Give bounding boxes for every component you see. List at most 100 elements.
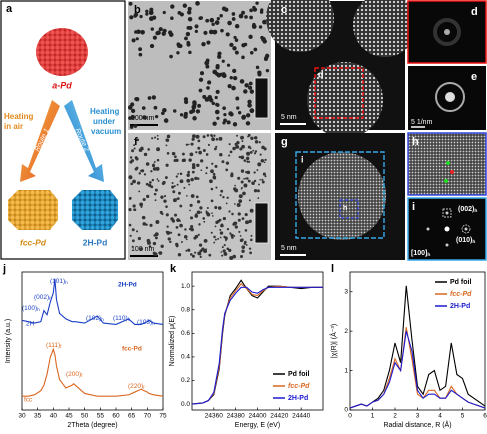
scale-label: 5 nm bbox=[281, 245, 297, 252]
selection-box bbox=[295, 151, 385, 239]
annotation: (200)f bbox=[66, 371, 83, 378]
nanoparticle bbox=[156, 147, 161, 152]
panel-label: f bbox=[134, 136, 138, 148]
nanoparticle bbox=[133, 208, 137, 212]
nanoparticle bbox=[191, 170, 195, 174]
nanoparticle bbox=[177, 173, 179, 175]
nanoparticle bbox=[231, 212, 234, 216]
nanoparticle bbox=[182, 152, 185, 156]
x-axis-label: 2Theta (degree) bbox=[67, 422, 117, 429]
nanoparticle bbox=[210, 133, 213, 137]
nanoparticle bbox=[207, 80, 212, 85]
nanoparticle bbox=[218, 136, 223, 141]
fft-spot bbox=[444, 29, 450, 35]
y-tick-label: 3 bbox=[344, 288, 348, 295]
nanoparticle bbox=[184, 36, 188, 41]
panel-label: h bbox=[412, 136, 419, 148]
x-tick-label: 65 bbox=[128, 413, 136, 420]
nanoparticle bbox=[211, 101, 216, 106]
nanoparticle bbox=[257, 162, 262, 167]
nanoparticle bbox=[162, 10, 166, 15]
nanoparticle bbox=[256, 169, 259, 171]
fft-spot bbox=[445, 243, 449, 247]
nanoparticle bbox=[177, 253, 182, 257]
nanoparticle bbox=[188, 158, 192, 162]
nanoparticle bbox=[142, 115, 147, 120]
particle bbox=[353, 0, 417, 57]
nanoparticle bbox=[215, 63, 220, 69]
nanoparticle bbox=[165, 230, 168, 233]
x-tick-label: 24440 bbox=[292, 413, 310, 420]
nanoparticle bbox=[148, 181, 152, 184]
nanoparticle bbox=[241, 114, 247, 120]
nanoparticle bbox=[219, 231, 224, 235]
nanoparticle bbox=[175, 175, 178, 178]
nanoparticle bbox=[241, 249, 245, 253]
x-tick-label: 50 bbox=[81, 413, 89, 420]
nanoparticle bbox=[179, 179, 184, 184]
nanoparticle bbox=[252, 182, 255, 185]
nanoparticle bbox=[225, 168, 229, 172]
nanoparticle bbox=[258, 183, 260, 186]
nanoparticle bbox=[247, 179, 251, 183]
nanoparticle bbox=[215, 220, 219, 224]
nanoparticle bbox=[139, 202, 144, 207]
nanoparticle bbox=[243, 183, 248, 188]
nanoparticle bbox=[191, 104, 197, 110]
nanoparticle bbox=[195, 195, 199, 199]
nanoparticle bbox=[147, 148, 150, 151]
nanoparticle bbox=[243, 159, 247, 162]
product-label: 2H-Pd bbox=[83, 237, 108, 247]
nanoparticle bbox=[154, 188, 158, 192]
nanoparticle bbox=[239, 147, 243, 151]
nanoparticle bbox=[198, 223, 201, 226]
nanoparticle bbox=[210, 187, 214, 191]
nanoparticle bbox=[154, 199, 157, 202]
nanoparticle bbox=[245, 113, 251, 118]
nanoparticle bbox=[138, 172, 142, 175]
nanoparticle bbox=[156, 178, 159, 180]
nanoparticle bbox=[176, 197, 179, 200]
nanoparticle bbox=[148, 10, 154, 16]
nanoparticle bbox=[205, 64, 210, 69]
nanoparticle bbox=[212, 29, 218, 35]
nanoparticle bbox=[254, 150, 258, 153]
nanoparticle bbox=[247, 102, 252, 107]
nanoparticle bbox=[170, 217, 174, 221]
inset-label: d bbox=[318, 69, 324, 79]
nanoparticle bbox=[264, 158, 267, 161]
particle bbox=[266, 0, 334, 52]
nanoparticle bbox=[234, 38, 239, 42]
nanoparticle bbox=[249, 251, 252, 255]
nanoparticle bbox=[174, 155, 177, 159]
nanoparticle bbox=[155, 220, 160, 224]
nanoparticle bbox=[159, 210, 163, 214]
nanoparticle bbox=[171, 151, 176, 156]
panel-label: l bbox=[331, 263, 334, 275]
nanoparticle bbox=[227, 20, 232, 26]
nanoparticle bbox=[200, 211, 203, 214]
nanoparticle bbox=[244, 15, 248, 19]
nanoparticle bbox=[143, 152, 148, 157]
nanoparticle bbox=[222, 249, 226, 253]
nanoparticle bbox=[190, 142, 194, 146]
nanoparticle bbox=[234, 225, 238, 229]
nanoparticle bbox=[264, 175, 267, 178]
panel-label: j bbox=[2, 263, 6, 275]
nanoparticle bbox=[136, 138, 140, 142]
nanoparticle bbox=[229, 256, 234, 260]
nanoparticle bbox=[258, 25, 263, 29]
nanoparticle bbox=[246, 151, 251, 156]
nanoparticle bbox=[194, 214, 199, 218]
nanoparticle bbox=[163, 199, 167, 203]
nanoparticle bbox=[129, 125, 134, 129]
nanoparticle bbox=[189, 253, 193, 256]
nanoparticle bbox=[232, 146, 236, 151]
vial-inset bbox=[254, 77, 269, 119]
nanoparticle bbox=[139, 169, 143, 172]
nanoparticle bbox=[128, 1, 133, 6]
nanoparticle bbox=[198, 150, 202, 155]
nanoparticle bbox=[231, 85, 236, 91]
nanoparticle bbox=[176, 218, 181, 223]
nanoparticle bbox=[155, 236, 158, 240]
